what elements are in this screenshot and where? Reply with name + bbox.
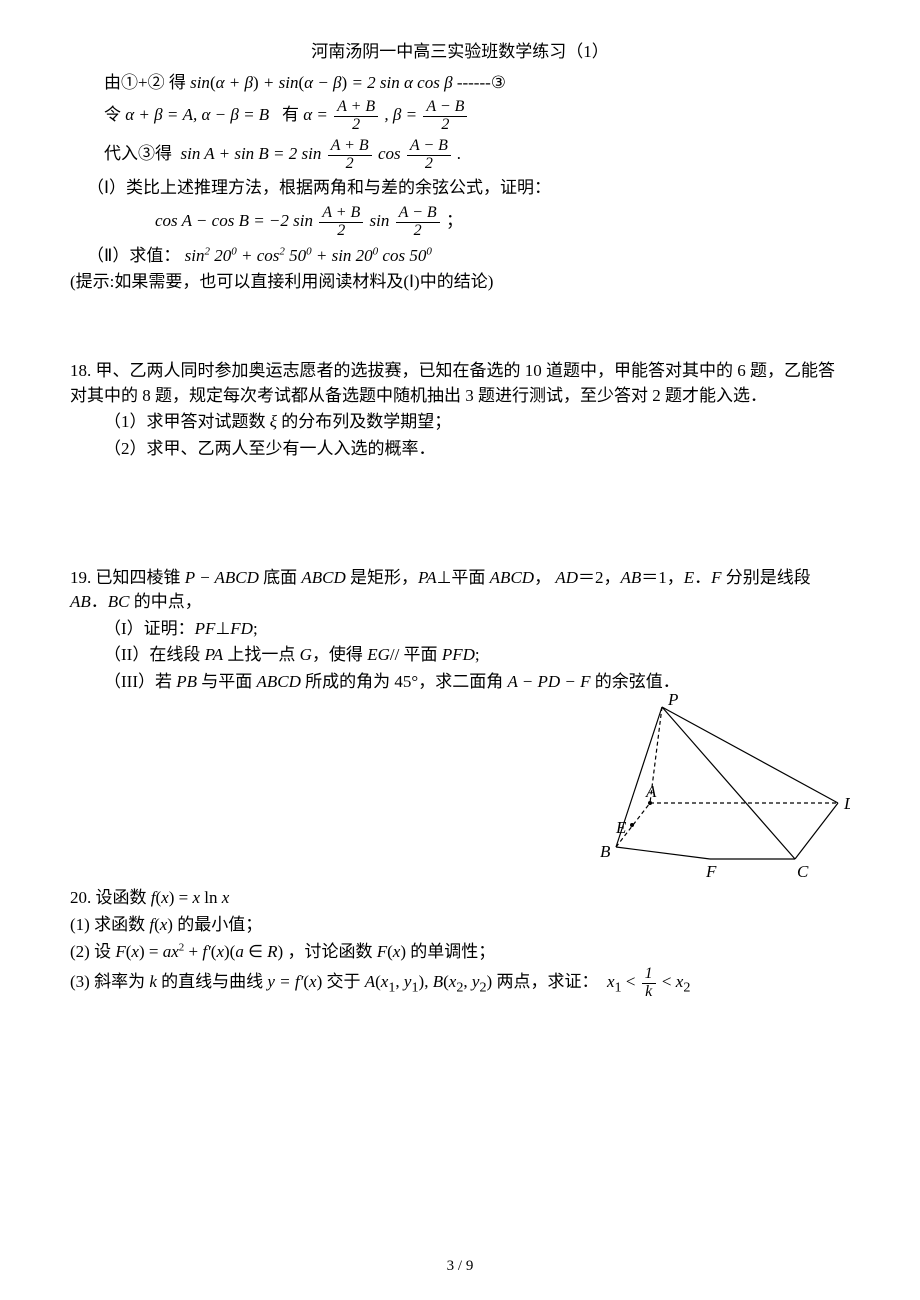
q19-body: 19. 已知四棱锥 P − ABCD 底面 ABCD 是矩形，PA⊥平面 ABC… bbox=[70, 566, 850, 615]
num: A + B bbox=[334, 99, 378, 117]
fraction: A + B 2 bbox=[328, 138, 372, 173]
math: sin2 200 + cos2 500 + sin 200 cos 500 bbox=[185, 246, 432, 265]
hint: (提示:如果需要，也可以直接利用阅读材料及(Ⅰ)中的结论) bbox=[70, 270, 850, 295]
intro-line1: 由①+② 得 sin(α + β) + sin(α − β) = 2 sin α… bbox=[104, 71, 850, 96]
math: cos bbox=[378, 144, 401, 163]
semi: ； bbox=[446, 211, 463, 230]
q20-1: (1) 求函数 f(x) 的最小值； bbox=[70, 913, 850, 938]
svg-text:D: D bbox=[843, 794, 850, 813]
num: A − B bbox=[423, 99, 467, 117]
lbl: （Ⅱ）求值： bbox=[87, 246, 180, 265]
q18-body: 18. 甲、乙两人同时参加奥运志愿者的选拔赛，已知在备选的 10 道题中，甲能答… bbox=[70, 359, 850, 408]
part1-label: （Ⅰ）类比上述推理方法，根据两角和与差的余弦公式，证明： bbox=[70, 176, 850, 201]
den: 2 bbox=[423, 117, 467, 134]
dot: . bbox=[457, 144, 461, 163]
fraction: A + B 2 bbox=[319, 205, 363, 240]
page-footer: 3 / 9 bbox=[0, 1256, 920, 1278]
math: sin bbox=[370, 211, 390, 230]
comma: , β = bbox=[384, 105, 421, 124]
q19-2: （II）在线段 PA 上找一点 G，使得 EG// 平面 PFD; bbox=[70, 643, 850, 668]
den: 2 bbox=[407, 156, 451, 173]
math: sin(α + β) + sin(α − β) = 2 sin α cos β bbox=[190, 73, 457, 92]
fraction: A − B 2 bbox=[423, 99, 467, 134]
intro-line3: 代入③得 sin A + sin B = 2 sin A + B 2 cos A… bbox=[104, 138, 850, 173]
doc-title: 河南汤阴一中高三实验班数学练习（1） bbox=[70, 40, 850, 65]
svg-text:B: B bbox=[600, 842, 611, 861]
q19-1: （I）证明：PF⊥FD; bbox=[70, 617, 850, 642]
num: A + B bbox=[328, 138, 372, 156]
num: 1 bbox=[642, 966, 656, 984]
pyramid-diagram: PABEFCD bbox=[580, 687, 850, 885]
txt: 令 bbox=[104, 105, 121, 124]
svg-text:E: E bbox=[615, 818, 627, 837]
intro-line2: 令 α + β = A, α − β = B 有 α = A + B 2 , β… bbox=[104, 99, 850, 134]
part1-eq: cos A − cos B = −2 sin A + B 2 sin A − B… bbox=[155, 205, 850, 240]
den: 2 bbox=[319, 223, 363, 240]
svg-text:F: F bbox=[705, 862, 717, 877]
den: 2 bbox=[328, 156, 372, 173]
fraction: A + B 2 bbox=[334, 99, 378, 134]
q18-1: （1）求甲答对试题数 ξ 的分布列及数学期望； bbox=[70, 410, 850, 435]
txt: ------③ bbox=[457, 73, 506, 92]
txt: 由①+② 得 bbox=[104, 73, 186, 92]
math: α = bbox=[303, 105, 332, 124]
num: A − B bbox=[396, 205, 440, 223]
svg-text:C: C bbox=[797, 862, 809, 877]
den: k bbox=[642, 984, 656, 1001]
math: α + β = A, α − β = B bbox=[125, 105, 273, 124]
q20-2: (2) 设 F(x) = ax2 + f′(x)(a ∈ R) ，讨论函数 F(… bbox=[70, 940, 850, 965]
q18-2: （2）求甲、乙两人至少有一人入选的概率． bbox=[70, 437, 850, 462]
part2: （Ⅱ）求值： sin2 200 + cos2 500 + sin 200 cos… bbox=[70, 244, 850, 269]
page: 河南汤阴一中高三实验班数学练习（1） 由①+② 得 sin(α + β) + s… bbox=[0, 0, 920, 1300]
num: A + B bbox=[319, 205, 363, 223]
q20-head: 20. 设函数 f(x) = x ln x bbox=[70, 886, 850, 911]
math: cos A − cos B = −2 sin bbox=[155, 211, 313, 230]
math: sin A + sin B = 2 sin bbox=[181, 144, 322, 163]
fraction: 1 k bbox=[642, 966, 656, 1001]
txt: 有 bbox=[282, 105, 299, 124]
den: 2 bbox=[334, 117, 378, 134]
svg-text:A: A bbox=[645, 782, 657, 801]
num: A − B bbox=[407, 138, 451, 156]
fraction: A − B 2 bbox=[407, 138, 451, 173]
q20-3: (3) 斜率为 k 的直线与曲线 y = f′(x) 交于 A(x1, y1),… bbox=[70, 966, 850, 1001]
txt: 代入③得 bbox=[104, 144, 172, 163]
pyramid-svg: PABEFCD bbox=[580, 687, 850, 877]
den: 2 bbox=[396, 223, 440, 240]
fraction: A − B 2 bbox=[396, 205, 440, 240]
